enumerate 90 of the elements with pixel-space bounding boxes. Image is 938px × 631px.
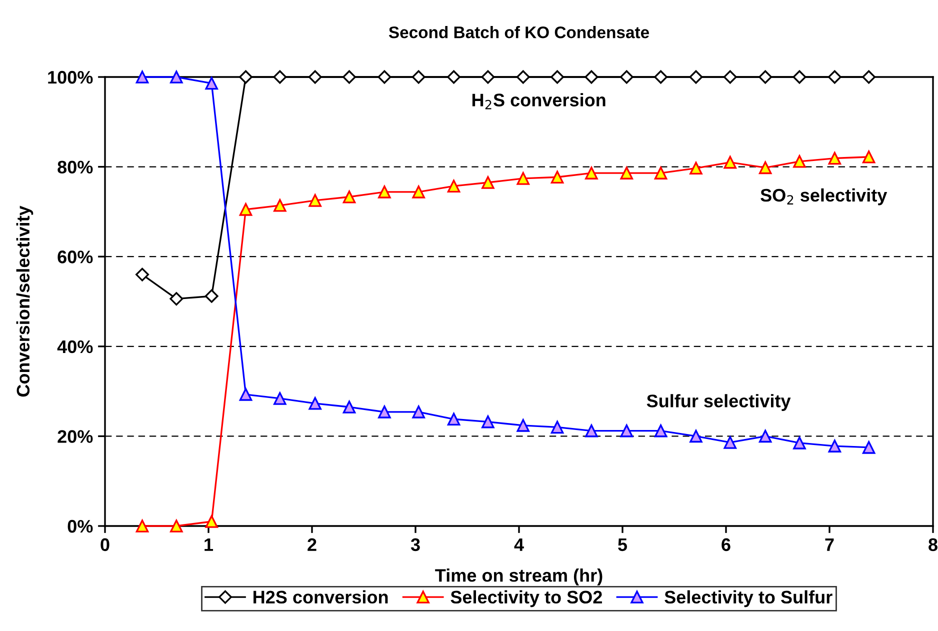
point [274, 199, 286, 212]
point [412, 186, 425, 198]
point [690, 430, 702, 443]
point [342, 70, 356, 84]
point [342, 190, 356, 204]
point [481, 70, 495, 84]
point [585, 166, 598, 180]
x-tick-label: 8 [928, 538, 938, 552]
legend-label: Selectivity to SO2 [450, 590, 602, 608]
point [550, 170, 564, 184]
x-tick-label: 3 [410, 538, 420, 552]
point [447, 180, 460, 192]
point [204, 289, 218, 303]
point [170, 520, 183, 532]
point [620, 70, 634, 84]
y-tick-label: 60% [58, 250, 93, 264]
point [793, 436, 806, 450]
point [793, 155, 806, 168]
point [862, 70, 876, 84]
point [862, 150, 876, 164]
point [516, 70, 530, 84]
x-tick-label: 5 [618, 538, 628, 552]
point [447, 412, 460, 426]
point [482, 176, 494, 189]
point [620, 424, 634, 438]
point [412, 406, 425, 418]
chart-title: Second Batch of KO Condensate [388, 26, 650, 38]
point [550, 420, 564, 434]
point [308, 194, 322, 207]
point [378, 70, 392, 84]
point [828, 70, 842, 84]
point [862, 441, 876, 454]
point [689, 70, 703, 84]
point [342, 400, 356, 414]
point [585, 424, 598, 438]
point [239, 70, 252, 84]
y-tick-label: 40% [57, 340, 93, 354]
point [758, 70, 772, 84]
point [170, 292, 184, 306]
point [620, 166, 634, 180]
point [273, 70, 287, 84]
point [308, 70, 322, 84]
point [378, 406, 391, 418]
point [654, 424, 668, 438]
point [170, 70, 183, 84]
point [447, 70, 461, 84]
point [205, 76, 218, 90]
y-tick-label: 100% [48, 70, 93, 84]
y-tick-label: 80% [58, 160, 93, 174]
point [828, 152, 842, 165]
point [758, 430, 772, 443]
point [724, 156, 737, 169]
x-tick-label: 0 [100, 538, 110, 552]
annotation: Sulfur selectivity [646, 394, 791, 411]
point [136, 520, 149, 532]
point [516, 172, 530, 185]
point [723, 70, 737, 84]
point [412, 70, 426, 84]
y-tick-label: 0% [68, 520, 93, 533]
point [792, 70, 806, 84]
x-tick-label: 6 [722, 538, 730, 552]
annotation: H$_{2}$S conversion [472, 93, 606, 110]
x-tick-label: 7 [825, 538, 834, 551]
point [136, 70, 149, 84]
y-tick-label: 20% [58, 430, 93, 443]
point [482, 415, 494, 428]
point [274, 392, 286, 405]
point [205, 515, 218, 528]
point [136, 268, 149, 282]
x-tick-label: 2 [308, 538, 316, 551]
point [239, 203, 252, 216]
point [724, 436, 737, 449]
point [654, 70, 668, 84]
point [584, 70, 598, 84]
legend-label: H2S conversion [254, 590, 388, 604]
point [378, 186, 391, 198]
point [308, 397, 322, 410]
point [654, 166, 668, 180]
y-axis-title: Conversion/selectivity [16, 206, 34, 397]
point [550, 70, 564, 84]
point [516, 419, 530, 432]
x-axis-title: Time on stream (hr) [435, 568, 602, 586]
point [828, 440, 842, 452]
point [758, 161, 772, 174]
point [239, 388, 252, 401]
x-tick-label: 1 [204, 538, 214, 551]
legend-label: Selectivity to Sulfur [664, 590, 832, 608]
point [690, 162, 702, 175]
annotation: SO$_{2}$ selectivity [760, 188, 888, 206]
x-tick-label: 4 [514, 538, 524, 551]
